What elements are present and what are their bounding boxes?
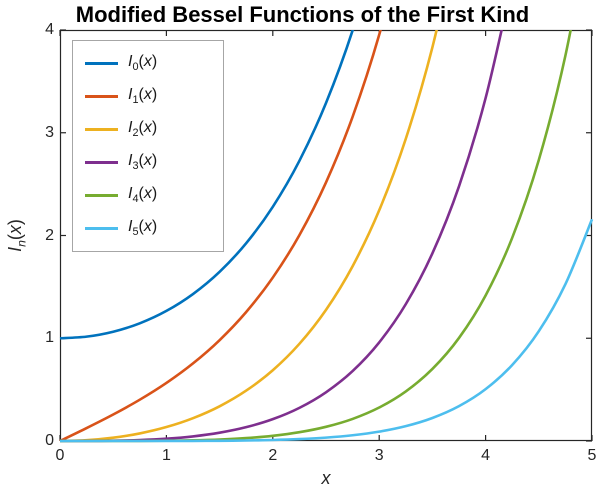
series-line-I_5(x): [59, 218, 594, 443]
series-line-I_1(x): [59, 30, 382, 443]
legend-line-sample: [85, 95, 118, 98]
series-line-I_0(x): [59, 30, 355, 340]
y-tick-label: 3: [45, 123, 54, 141]
legend-item-label: I2(x): [128, 119, 158, 140]
y-tick-label: 0: [45, 432, 54, 449]
legend-item-label: I4(x): [128, 185, 158, 206]
legend-line-sample: [85, 194, 118, 197]
x-tick-label: 0: [55, 447, 65, 464]
legend-item-label: I5(x): [128, 218, 158, 239]
legend-item[interactable]: I2(x): [85, 113, 223, 146]
legend-line-sample: [85, 161, 118, 164]
y-tick-label: 2: [45, 226, 54, 244]
y-axis-label-text: In(x): [5, 219, 29, 252]
x-tick-label: 2: [268, 447, 278, 464]
plot-area: I0(x) I1(x) I2(x) I3(x) I4(x) I5(x): [59, 29, 594, 443]
legend-line-sample: [85, 128, 118, 131]
y-tick-label: 1: [45, 329, 54, 347]
plot-canvas: [59, 29, 594, 443]
series-line-I_2(x): [59, 30, 438, 443]
legend-item-label: I1(x): [128, 86, 158, 107]
x-axis-label: x: [60, 468, 592, 489]
legend-item-label: I3(x): [128, 152, 158, 173]
legend-item[interactable]: I0(x): [85, 47, 223, 80]
legend-line-sample: [85, 227, 118, 230]
x-tick-label: 3: [374, 447, 384, 464]
x-tick-label: 1: [161, 447, 171, 464]
x-tick-label: 5: [587, 447, 597, 464]
x-axis-label-text: x: [321, 468, 331, 488]
chart-title: Modified Bessel Functions of the First K…: [75, 2, 530, 27]
legend-item[interactable]: I5(x): [85, 212, 223, 245]
x-tick-label: 4: [481, 447, 491, 464]
legend-item[interactable]: I3(x): [85, 146, 223, 179]
legend[interactable]: I0(x) I1(x) I2(x) I3(x) I4(x) I5(x): [72, 40, 224, 252]
legend-item[interactable]: I1(x): [85, 80, 223, 113]
legend-line-sample: [85, 62, 118, 65]
legend-item[interactable]: I4(x): [85, 179, 223, 212]
legend-item-label: I0(x): [128, 53, 158, 74]
y-tick-label: 4: [45, 21, 54, 38]
